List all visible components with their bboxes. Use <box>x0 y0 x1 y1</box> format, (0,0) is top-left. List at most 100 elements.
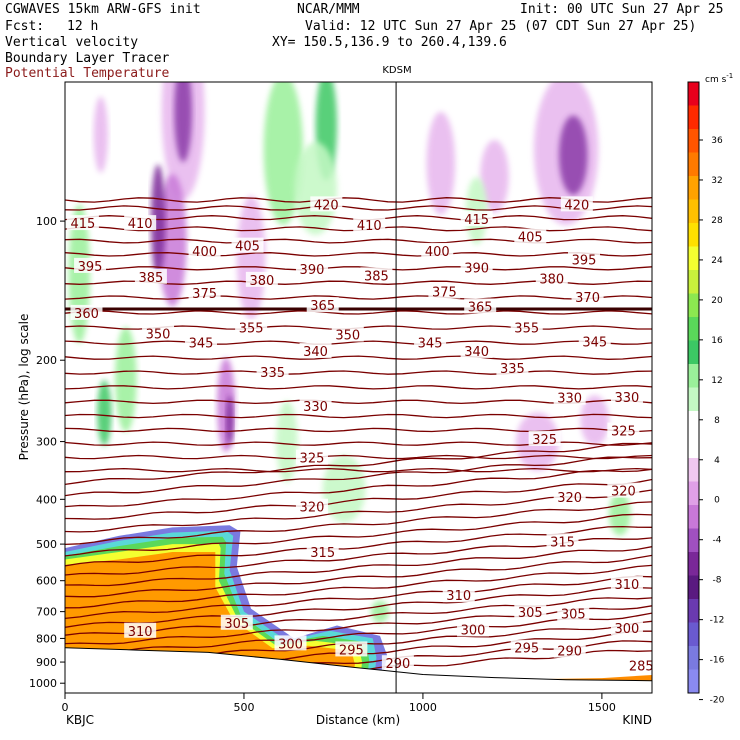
theta-label-bg <box>557 605 590 621</box>
theta-label: 405 <box>235 240 260 255</box>
theta-label-bg <box>66 215 99 231</box>
colorbar-swatch <box>688 176 699 200</box>
theta-label-bg <box>464 298 497 314</box>
terrain <box>65 647 652 693</box>
fcst-value: 12 h <box>67 19 99 34</box>
theta-contour <box>65 238 652 244</box>
x-tick-label: 500 <box>233 701 254 714</box>
field-potential-temperature: Potential Temperature <box>5 66 170 81</box>
theta-contour <box>65 427 652 433</box>
theta-label: 290 <box>385 657 410 672</box>
theta-label: 385 <box>364 269 389 284</box>
velocity-region <box>93 96 108 173</box>
x-tick-label: 1000 <box>409 701 437 714</box>
colorbar-swatch <box>688 129 699 153</box>
theta-label: 395 <box>572 253 597 268</box>
init-time: Init: 00 UTC Sun 27 Apr 25 <box>520 2 724 17</box>
colorbar-swatch <box>688 434 699 459</box>
theta-label: 365 <box>468 300 493 315</box>
theta-label-bg <box>188 242 221 258</box>
theta-label: 385 <box>138 271 163 286</box>
y-tick-label: 700 <box>36 606 57 619</box>
theta-label-bg <box>457 621 490 637</box>
theta-label-bg <box>578 333 611 349</box>
start-station-label: KBJC <box>66 713 94 727</box>
colorbar-swatch <box>688 223 699 247</box>
theta-contour <box>65 454 652 460</box>
theta-label: 330 <box>557 392 582 407</box>
colorbar-tick-label: 24 <box>711 256 723 266</box>
theta-label-bg <box>310 196 343 212</box>
theta-label-bg <box>231 237 264 253</box>
theta-label: 325 <box>300 452 325 467</box>
end-station-label: KIND <box>622 713 652 727</box>
colorbar-tick-label: 20 <box>711 296 723 306</box>
theta-label-bg <box>306 297 339 313</box>
colorbar-swatch <box>688 575 699 600</box>
org-label: NCAR/MMM <box>297 2 360 17</box>
axes: 0 500 1000 1500 100 200 300 400 500 600 700 800 900 1… <box>29 81 653 714</box>
theta-label: 295 <box>339 643 364 658</box>
velocity-region <box>580 395 610 446</box>
theta-label: 415 <box>464 213 489 228</box>
theta-label-bg <box>553 389 586 405</box>
velocity-region <box>480 139 509 213</box>
plot-frame <box>64 81 653 694</box>
velocity-region <box>236 195 266 320</box>
theta-contour <box>65 442 652 486</box>
colorbar: 36 32 28 24 20 16 12 8 4 0 -4 -8 -12 -16 -20 <box>687 81 725 706</box>
theta-label: 325 <box>532 433 557 448</box>
colorbar-swatch <box>688 622 699 647</box>
colorbar-swatch <box>688 105 699 130</box>
theta-label: 380 <box>249 274 274 289</box>
theta-label: 355 <box>239 322 264 337</box>
theta-contour <box>65 441 652 446</box>
theta-label-bg <box>514 604 547 620</box>
velocity-region <box>174 82 193 162</box>
theta-contour <box>65 355 652 360</box>
theta-label: 350 <box>146 327 171 342</box>
theta-label-bg <box>295 261 328 277</box>
theta-label-bg <box>442 587 475 603</box>
theta-label-bg <box>535 270 568 286</box>
velocity-region <box>371 600 389 623</box>
velocity-region <box>465 177 488 245</box>
theta-contour <box>65 554 652 598</box>
theta-label-bg <box>188 284 221 300</box>
y-tick-label: 300 <box>36 436 57 449</box>
theta-label-bg <box>124 215 157 231</box>
theta-label-bg <box>134 268 167 284</box>
theta-contour <box>65 456 652 497</box>
theta-label-bg <box>299 342 332 358</box>
theta-contour <box>65 205 652 211</box>
theta-label: 360 <box>74 307 99 322</box>
theta-contour <box>65 295 652 300</box>
theta-label: 415 <box>70 217 95 232</box>
theta-label-bg <box>331 326 364 342</box>
colorbar-tick-label: -16 <box>710 656 725 666</box>
theta-label: 365 <box>310 299 335 314</box>
theta-label: 410 <box>357 219 382 234</box>
theta-contour <box>65 575 652 620</box>
theta-label-bg <box>571 289 604 305</box>
theta-label-bg <box>460 259 493 275</box>
valid-time: Valid: 12 UTC Sun 27 Apr 25 (07 CDT Sun … <box>305 19 697 34</box>
theta-label: 320 <box>300 501 325 516</box>
colorbar-swatch <box>688 246 699 271</box>
colorbar-swatch <box>688 293 699 318</box>
colorbar-tick-label: 28 <box>711 216 723 226</box>
theta-label-bg <box>70 304 103 320</box>
theta-label: 330 <box>615 391 640 406</box>
colorbar-swatch <box>688 82 699 106</box>
theta-label-bg <box>353 217 386 233</box>
theta-label-bg <box>360 267 393 283</box>
field-boundary-layer-tracer: Boundary Layer Tracer <box>5 51 170 66</box>
theta-contour <box>65 513 652 557</box>
theta-label-bg <box>335 641 368 657</box>
theta-label: 355 <box>514 322 539 337</box>
theta-label: 395 <box>78 260 103 275</box>
theta-label: 400 <box>192 245 217 260</box>
theta-label: 305 <box>224 617 249 632</box>
